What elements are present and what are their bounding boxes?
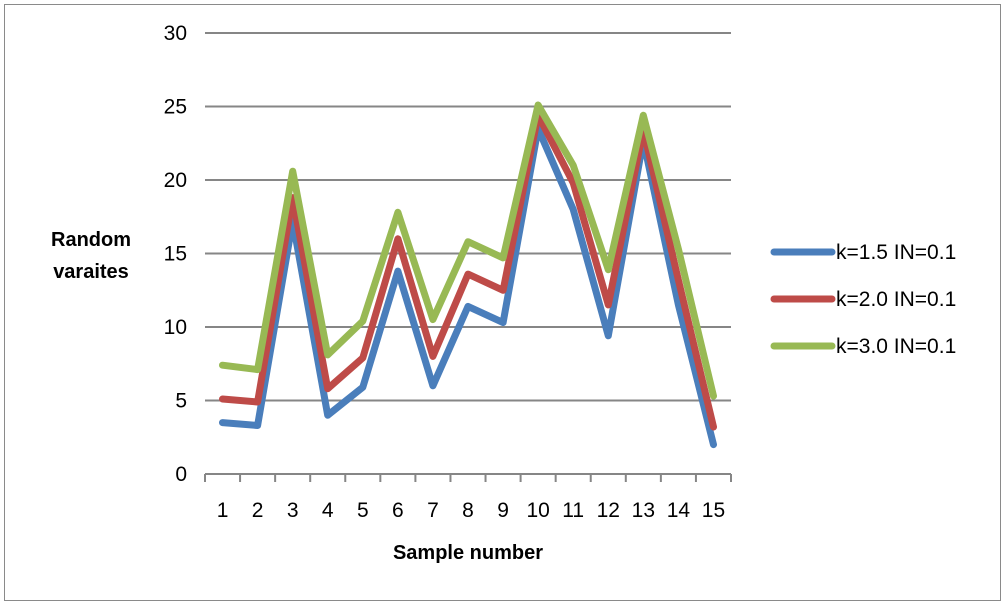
y-tick-label: 10	[164, 316, 187, 339]
x-tick-label: 7	[427, 499, 439, 522]
x-tick-label: 11	[562, 499, 584, 522]
x-tick-labels: 1 2 3 4 5 6 7 8 9 10 11 12 13 14 15	[217, 499, 725, 522]
x-tick-label: 13	[632, 499, 655, 522]
y-tick-label: 0	[175, 463, 187, 486]
y-axis-title-line-2: varaites	[53, 261, 129, 283]
x-tick-label: 10	[526, 499, 549, 522]
gridlines	[205, 32, 731, 402]
series-line-3	[219, 101, 717, 400]
x-axis-title: Sample number	[393, 542, 543, 564]
y-axis-title-line-1: Random	[51, 229, 131, 251]
x-tick-label: 15	[702, 499, 725, 522]
x-axis	[204, 473, 732, 482]
x-tick-label: 6	[392, 499, 404, 522]
series-lines	[219, 101, 717, 449]
legend-label-1: k=1.5 IN=0.1	[836, 241, 956, 264]
x-tick-label: 14	[667, 499, 691, 522]
x-tick-label: 5	[357, 499, 369, 522]
y-tick-label: 25	[164, 96, 187, 119]
legend: k=1.5 IN=0.1 k=2.0 IN=0.1 k=3.0 IN=0.1	[770, 241, 956, 358]
x-tick-label: 4	[322, 499, 334, 522]
y-tick-label: 30	[164, 22, 187, 45]
series-line-2	[219, 111, 717, 431]
legend-label-2: k=2.0 IN=0.1	[836, 288, 956, 311]
y-tick-label: 5	[175, 390, 187, 413]
y-tick-label: 15	[164, 243, 187, 266]
x-tick-label: 9	[497, 499, 509, 522]
legend-label-3: k=3.0 IN=0.1	[836, 335, 956, 358]
chart-frame	[4, 4, 1001, 601]
x-tick-label: 8	[462, 499, 474, 522]
y-tick-labels: 0 5 10 15 20 25 30	[164, 22, 187, 486]
x-tick-label: 1	[217, 499, 229, 522]
x-tick-label: 2	[252, 499, 264, 522]
y-tick-label: 20	[164, 169, 187, 192]
x-tick-label: 3	[287, 499, 299, 522]
x-tick-label: 12	[597, 499, 620, 522]
